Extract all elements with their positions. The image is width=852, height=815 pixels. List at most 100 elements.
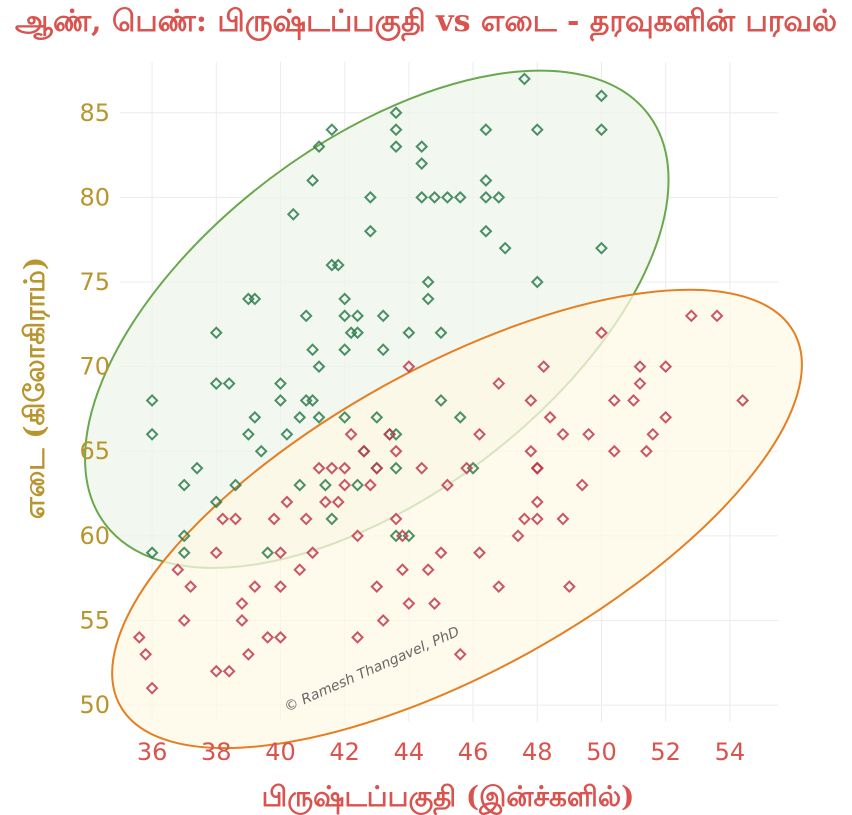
- data-point: [299, 309, 313, 323]
- data-point: [312, 140, 326, 154]
- data-point: [402, 360, 416, 374]
- data-point: [633, 377, 647, 390]
- x-tick-label: 50: [586, 738, 617, 766]
- data-point: [376, 309, 390, 323]
- data-point: [659, 410, 673, 424]
- data-point: [209, 326, 223, 340]
- data-point: [492, 377, 506, 390]
- data-point: [556, 427, 570, 441]
- data-point: [415, 190, 429, 204]
- x-tick-label: 44: [394, 738, 425, 766]
- data-point: [241, 647, 255, 661]
- data-point: [376, 614, 390, 627]
- x-tick-label: 36: [137, 738, 168, 766]
- data-point: [306, 546, 319, 560]
- y-tick-label: 70: [79, 353, 110, 381]
- data-point: [415, 157, 429, 170]
- data-point: [453, 190, 467, 204]
- data-point: [261, 630, 275, 644]
- data-point: [434, 546, 448, 560]
- data-point: [312, 461, 326, 475]
- data-point: [421, 563, 435, 577]
- data-point: [299, 512, 313, 526]
- data-point: [338, 343, 352, 357]
- y-tick-label: 60: [79, 522, 110, 550]
- data-point: [293, 410, 307, 424]
- data-point: [338, 292, 352, 306]
- data-point: [139, 647, 153, 661]
- data-point: [363, 478, 377, 492]
- data-point: [659, 360, 673, 374]
- data-point: [145, 394, 159, 407]
- data-point: [235, 614, 249, 627]
- data-point: [293, 563, 307, 577]
- data-point: [518, 512, 531, 526]
- data-point: [248, 410, 262, 424]
- data-point: [453, 647, 467, 661]
- data-point: [229, 512, 242, 526]
- data-point: [537, 360, 551, 374]
- y-tick-label: 80: [79, 183, 110, 211]
- data-point: [421, 292, 435, 306]
- x-tick-label: 46: [458, 738, 489, 766]
- data-point: [492, 580, 506, 594]
- x-axis-label: பிருஷ்டப்பகுதி (இன்ச்களில்): [262, 780, 635, 815]
- data-point: [479, 190, 493, 204]
- data-point: [209, 377, 223, 390]
- data-point: [312, 410, 326, 424]
- data-point: [177, 478, 191, 492]
- data-point: [434, 394, 448, 407]
- data-point: [479, 224, 493, 238]
- data-point: [351, 478, 364, 492]
- data-point: [492, 190, 506, 204]
- data-point: [274, 546, 287, 560]
- y-tick-label: 75: [79, 268, 110, 296]
- data-point: [132, 630, 146, 644]
- data-point: [575, 478, 589, 492]
- data-point: [646, 427, 660, 441]
- data-point: [274, 630, 287, 644]
- data-point: [338, 410, 352, 424]
- data-point: [389, 140, 403, 154]
- data-point: [248, 292, 262, 306]
- data-point: [254, 444, 268, 458]
- data-point: [370, 410, 384, 424]
- data-point: [595, 89, 608, 103]
- data-point: [595, 123, 608, 137]
- data-point: [331, 495, 345, 509]
- data-point: [344, 427, 358, 441]
- data-point: [319, 478, 332, 492]
- x-tick-label: 52: [650, 738, 681, 766]
- y-tick-label: 55: [79, 606, 110, 634]
- data-point: [684, 309, 698, 323]
- data-point: [473, 546, 486, 560]
- data-point: [293, 478, 307, 492]
- data-point: [267, 512, 281, 526]
- data-point: [325, 461, 339, 475]
- data-point: [595, 326, 608, 340]
- data-point: [338, 478, 352, 492]
- confidence-ellipse: [111, 288, 803, 750]
- data-point: [473, 427, 486, 441]
- data-point: [363, 190, 377, 204]
- data-point: [145, 546, 159, 560]
- x-tick-label: 42: [329, 738, 360, 766]
- data-point: [498, 241, 512, 255]
- data-point: [524, 444, 538, 458]
- data-point: [338, 461, 352, 475]
- data-point: [190, 461, 204, 475]
- data-point: [357, 444, 371, 458]
- data-point: [582, 427, 596, 441]
- data-point: [543, 410, 557, 424]
- data-point: [274, 377, 287, 390]
- data-point: [627, 394, 640, 407]
- data-point: [338, 309, 352, 323]
- data-point: [607, 394, 621, 407]
- data-point: [248, 580, 262, 594]
- data-point: [479, 123, 493, 137]
- data-point: [171, 563, 185, 577]
- data-point: [479, 174, 493, 187]
- data-point: [428, 190, 441, 204]
